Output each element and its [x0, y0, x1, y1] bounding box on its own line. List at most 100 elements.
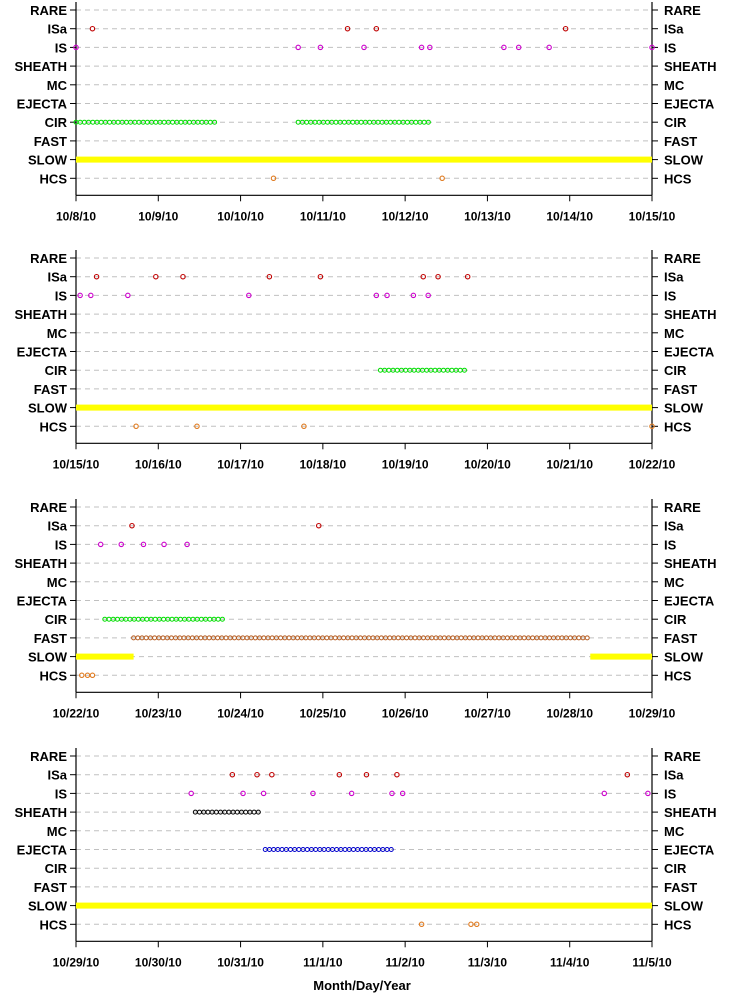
y-tick-label-right-rare: RARE — [664, 749, 701, 764]
point-cir — [461, 367, 467, 373]
y-tick-label-right-hcs: HCS — [664, 419, 692, 434]
point-isa — [394, 771, 400, 778]
point-isa — [464, 273, 471, 280]
y-tick-label-left-ejecta: EJECTA — [17, 97, 68, 112]
y-tick-label-right-slow: SLOW — [664, 899, 704, 914]
point-ejecta — [388, 847, 394, 852]
x-tick-label: 10/16/10 — [135, 457, 182, 471]
x-tick-label: 10/18/10 — [299, 457, 346, 471]
y-tick-label-left-mc: MC — [47, 78, 68, 93]
y-tick-label-left-sheath: SHEATH — [15, 556, 67, 571]
point-isa — [317, 273, 324, 280]
point-isa — [180, 273, 186, 280]
y-tick-label-left-mc: MC — [47, 575, 68, 590]
point-fast — [269, 635, 275, 641]
y-tick-label-right-sheath: SHEATH — [664, 59, 716, 74]
y-tick-label-left-sheath: SHEATH — [15, 307, 67, 322]
point-fast — [404, 635, 410, 641]
point-ejecta — [350, 847, 356, 852]
y-tick-label-left-is: IS — [55, 288, 68, 303]
x-tick-label: 10/19/10 — [382, 457, 429, 471]
y-tick-label-right-isa: ISa — [664, 270, 684, 285]
marker-run-slow — [76, 902, 652, 909]
y-tick-label-right-fast: FAST — [664, 134, 697, 149]
point-cir — [350, 119, 356, 125]
point-fast — [332, 635, 338, 641]
point-is — [515, 44, 522, 51]
point-fast — [278, 635, 284, 641]
y-tick-label-right-hcs: HCS — [664, 668, 692, 683]
y-tick-label-right-isa: ISa — [664, 519, 684, 534]
point-cir — [161, 119, 167, 125]
point-isa — [336, 771, 343, 778]
point-isa — [153, 273, 159, 280]
point-cir — [386, 367, 392, 373]
point-cir — [152, 616, 158, 622]
y-tick-label-right-mc: MC — [664, 326, 685, 341]
point-hcs — [194, 423, 200, 430]
y-tick-label-right-is: IS — [664, 40, 677, 55]
x-tick-label: 11/5/10 — [632, 955, 672, 969]
point-is — [427, 44, 433, 51]
point-ejecta — [287, 847, 293, 852]
point-hcs — [89, 672, 96, 679]
point-is — [361, 44, 367, 51]
point-is — [240, 790, 246, 797]
point-hcs — [301, 423, 307, 430]
point-is — [348, 790, 355, 797]
point-is — [645, 790, 651, 797]
y-tick-label-left-fast: FAST — [34, 382, 67, 397]
point-is — [389, 790, 395, 797]
y-tick-label-left-slow: SLOW — [28, 650, 68, 665]
y-tick-label-left-isa: ISa — [47, 270, 67, 285]
marker-run-slow — [76, 653, 134, 660]
point-ejecta — [359, 847, 365, 852]
point-cir — [98, 119, 104, 125]
y-tick-label-right-ejecta: EJECTA — [664, 345, 715, 360]
y-tick-label-left-isa: ISa — [47, 768, 67, 783]
x-tick-label: 10/30/10 — [135, 955, 182, 969]
y-tick-label-left-isa: ISa — [47, 519, 67, 534]
y-tick-label-left-fast: FAST — [34, 134, 67, 149]
x-tick-label: 11/4/10 — [550, 955, 590, 969]
point-isa — [562, 25, 569, 32]
y-tick-label-right-rare: RARE — [664, 500, 701, 515]
y-tick-label-right-is: IS — [664, 288, 677, 303]
y-tick-label-left-fast: FAST — [34, 631, 67, 646]
point-hcs — [473, 921, 480, 928]
y-tick-label-right-rare: RARE — [664, 251, 701, 266]
point-is — [184, 541, 190, 548]
y-tick-label-left-fast: FAST — [34, 880, 67, 895]
y-tick-label-right-sheath: SHEATH — [664, 556, 716, 571]
point-is — [418, 44, 425, 51]
point-is — [373, 292, 380, 299]
point-is — [77, 292, 83, 299]
point-is — [546, 44, 552, 51]
y-tick-label-right-isa: ISa — [664, 768, 684, 783]
y-tick-label-left-slow: SLOW — [28, 153, 68, 168]
point-isa — [129, 522, 135, 529]
y-tick-label-left-hcs: HCS — [40, 668, 68, 683]
y-tick-label-left-is: IS — [55, 786, 68, 801]
point-isa — [344, 25, 351, 32]
chart-panel-2: RARE RARE ISa ISa IS IS SHEATH SHEATH MC MC EJECTA… — [15, 250, 716, 471]
point-hcs — [439, 175, 445, 182]
point-fast — [521, 635, 527, 641]
point-is — [410, 292, 417, 299]
y-tick-label-left-cir: CIR — [45, 612, 68, 627]
x-tick-label: 11/3/10 — [468, 955, 508, 969]
marker-run-cir — [102, 616, 225, 622]
marker-run-cir — [377, 367, 467, 373]
x-tick-label: 10/23/10 — [135, 706, 182, 720]
chart-panel-3: RARE RARE ISa ISa IS IS SHEATH SHEATH MC MC EJECTA… — [15, 499, 716, 720]
y-tick-label-right-slow: SLOW — [664, 401, 704, 416]
y-tick-label-right-ejecta: EJECTA — [664, 843, 715, 858]
x-tick-label: 10/25/10 — [299, 706, 346, 720]
x-tick-label: 10/17/10 — [217, 457, 264, 471]
x-tick-label: 11/1/10 — [303, 955, 343, 969]
point-is — [125, 292, 131, 299]
y-tick-label-left-slow: SLOW — [28, 401, 68, 416]
y-tick-label-left-hcs: HCS — [40, 917, 68, 932]
x-tick-label: 10/26/10 — [382, 706, 429, 720]
